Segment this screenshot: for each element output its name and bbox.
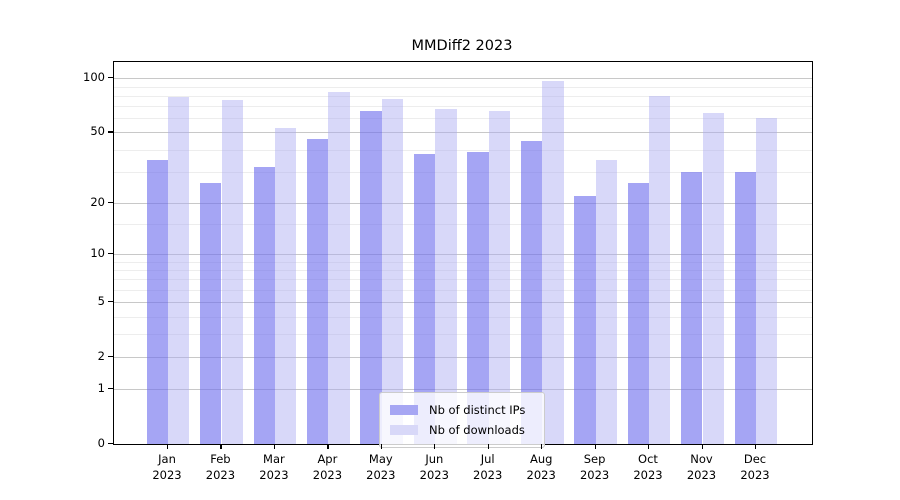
x-tick-mark <box>648 444 650 449</box>
x-tick-label: Apr 2023 <box>312 452 343 482</box>
y-tick-label: 0 <box>97 436 105 450</box>
x-tick-mark <box>220 444 222 449</box>
gridline-minor <box>114 316 812 318</box>
x-tick-label: Jan 2023 <box>152 452 182 482</box>
x-tick-label: May 2023 <box>366 452 396 482</box>
legend: Nb of distinct IPs Nb of downloads <box>379 392 545 448</box>
bar-distinct-ips <box>467 151 489 444</box>
x-tick-mark <box>380 444 382 449</box>
bar-downloads <box>702 113 724 444</box>
bar-downloads <box>168 96 190 444</box>
gridline-major <box>114 389 812 391</box>
bar-distinct-ips <box>627 182 649 444</box>
gridline-major <box>114 202 812 204</box>
y-tick-mark <box>108 253 113 255</box>
gridline-minor <box>114 261 812 263</box>
x-tick-label: Dec 2023 <box>740 452 770 482</box>
legend-item: Nb of downloads <box>386 420 536 440</box>
bar-distinct-ips <box>200 182 222 444</box>
y-tick-label: 2 <box>97 348 105 363</box>
gridline-minor <box>114 171 812 173</box>
x-tick-mark <box>755 444 757 449</box>
y-tick-mark <box>108 77 113 79</box>
x-tick-label: Jun 2023 <box>419 452 449 482</box>
bar-distinct-ips <box>520 140 543 444</box>
bar-downloads <box>274 127 297 444</box>
x-tick-label: Jul 2023 <box>473 452 503 482</box>
legend-item: Nb of distinct IPs <box>386 400 536 420</box>
y-tick-label: 20 <box>90 194 105 209</box>
x-tick-label: Oct 2023 <box>633 452 663 482</box>
bar-downloads <box>221 99 243 444</box>
gridline-major <box>114 302 812 303</box>
x-tick-mark <box>273 444 276 449</box>
gridline-minor <box>114 95 812 97</box>
y-tick-mark <box>108 388 113 390</box>
bar-distinct-ips <box>146 160 168 444</box>
gridline-major <box>114 254 812 255</box>
gridline-major <box>114 356 812 358</box>
gridline-minor <box>114 86 812 88</box>
legend-swatch-distinct-ips <box>390 405 418 415</box>
gridline-minor <box>114 279 812 281</box>
bar-downloads <box>328 91 350 444</box>
bar-downloads <box>649 95 671 444</box>
gridline-minor <box>114 224 812 226</box>
x-tick-label: Mar 2023 <box>259 452 289 482</box>
x-tick-mark <box>541 444 543 449</box>
bar-distinct-ips <box>360 110 382 444</box>
bar-downloads <box>435 108 457 444</box>
gridline-major <box>114 132 812 134</box>
gridline-minor <box>114 269 812 271</box>
y-tick-label: 1 <box>97 381 105 396</box>
gridline-minor <box>114 289 812 291</box>
y-tick-label: 100 <box>83 70 105 85</box>
bar-distinct-ips <box>307 138 329 444</box>
x-tick-mark <box>487 444 489 449</box>
x-tick-mark <box>434 444 436 449</box>
gridline-minor <box>114 118 812 120</box>
x-tick-label: Aug 2023 <box>526 452 556 482</box>
gridline-minor <box>114 106 812 108</box>
y-tick-mark <box>108 301 113 303</box>
bar-distinct-ips <box>574 195 596 444</box>
x-tick-mark <box>327 444 329 449</box>
bar-distinct-ips <box>253 166 275 444</box>
chart-title: MMDiff2 2023 <box>411 38 513 54</box>
gridline-minor <box>114 149 812 151</box>
y-tick-mark <box>108 355 113 358</box>
x-tick-label: Nov 2023 <box>686 452 717 482</box>
legend-label: Nb of downloads <box>429 423 525 437</box>
bar-downloads <box>756 118 778 444</box>
bar-distinct-ips <box>734 171 756 444</box>
plot-area: Nb of distinct IPs Nb of downloads <box>113 61 813 448</box>
x-tick-mark <box>594 444 596 449</box>
y-tick-label: 50 <box>90 124 105 139</box>
y-tick-mark <box>108 443 113 445</box>
x-tick-label: Sep 2023 <box>579 452 610 482</box>
y-tick-mark <box>108 201 113 203</box>
x-tick-label: Feb 2023 <box>205 452 236 482</box>
y-tick-label: 10 <box>90 246 105 260</box>
y-tick-mark <box>108 131 113 133</box>
bar-downloads <box>595 160 617 444</box>
y-tick-label: 5 <box>97 294 105 308</box>
bar-distinct-ips <box>413 153 436 444</box>
bar-downloads <box>542 80 564 444</box>
legend-swatch-downloads <box>390 425 418 435</box>
x-tick-mark <box>167 444 169 449</box>
bar-distinct-ips <box>681 171 703 444</box>
gridline-minor <box>114 334 812 336</box>
gridline-major <box>114 78 812 80</box>
legend-label: Nb of distinct IPs <box>429 403 526 417</box>
bar-downloads <box>488 110 511 444</box>
x-tick-mark <box>701 444 703 449</box>
bar-downloads <box>381 98 404 444</box>
